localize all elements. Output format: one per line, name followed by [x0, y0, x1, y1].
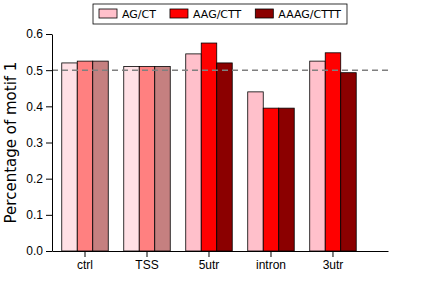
y-tick: 0.4	[26, 100, 52, 114]
x-tick-label: 3utr	[323, 258, 344, 272]
bar	[217, 63, 232, 251]
legend-item: AG/CT	[99, 8, 156, 21]
legend-item: AAAG/CTTT	[255, 8, 341, 21]
legend-swatch	[255, 9, 273, 18]
y-tick-label: 0.0	[26, 244, 43, 258]
y-tick-mark	[46, 143, 52, 144]
y-tick-label: 0.2	[26, 172, 43, 186]
bar	[279, 108, 294, 251]
y-tick-mark	[46, 34, 52, 35]
y-tick-label: 0.3	[26, 136, 43, 150]
x-tick: intron	[256, 251, 286, 272]
bar	[77, 61, 92, 251]
bar	[248, 92, 263, 251]
bar	[186, 54, 201, 251]
reference-line	[52, 69, 388, 71]
y-axis: 0.0 0.1 0.2 0.3 0.4 0.5 0.6	[26, 27, 52, 258]
x-tick: TSS	[135, 251, 158, 272]
bar	[310, 61, 325, 251]
bar	[155, 67, 170, 251]
x-tick-mark	[208, 251, 209, 257]
legend-frame	[93, 4, 347, 24]
legend-label: AAG/CTT	[193, 8, 242, 21]
x-axis: ctrl TSS 5utr intron 3utr	[53, 251, 389, 272]
legend-label: AG/CT	[122, 8, 156, 21]
y-tick-label: 0.5	[26, 64, 43, 78]
x-tick-label: ctrl	[77, 258, 93, 272]
legend-label: AAAG/CTTT	[278, 8, 341, 21]
x-tick: 3utr	[323, 251, 344, 272]
y-tick: 0.6	[26, 27, 52, 41]
x-tick-mark	[85, 251, 86, 257]
bar	[341, 73, 356, 251]
x-tick-mark	[270, 251, 271, 257]
y-tick-mark	[46, 251, 52, 252]
y-tick: 0.1	[26, 208, 52, 222]
y-tick: 0.5	[26, 64, 52, 78]
legend-item: AAG/CTT	[170, 8, 242, 21]
y-tick: 0.3	[26, 136, 52, 150]
chart: 0.0 0.1 0.2 0.3 0.4 0.5 0.6 ctrl TSS 5utr intron 3u…	[0, 0, 432, 288]
legend-swatch	[99, 9, 117, 18]
y-axis-line	[52, 35, 53, 252]
bar	[93, 61, 108, 251]
x-tick-mark	[147, 251, 148, 257]
x-tick: ctrl	[77, 251, 93, 272]
bar	[124, 67, 139, 251]
x-axis-line	[53, 251, 389, 252]
bar	[325, 53, 340, 251]
y-tick-label: 0.4	[26, 100, 43, 114]
y-tick-mark	[46, 215, 52, 216]
x-tick-label: 5utr	[199, 258, 220, 272]
bar	[62, 63, 77, 251]
y-tick-mark	[46, 70, 52, 71]
x-tick-label: intron	[256, 258, 286, 272]
legend: AG/CT AAG/CTT AAAG/CTTT	[93, 4, 347, 24]
y-tick: 0.2	[26, 172, 52, 186]
y-tick-mark	[46, 179, 52, 180]
bar	[263, 108, 278, 251]
plot-area	[52, 43, 388, 251]
y-tick-mark	[46, 106, 52, 107]
y-tick-label: 0.6	[26, 27, 43, 41]
x-tick-mark	[332, 251, 333, 257]
legend-swatch	[170, 9, 188, 18]
x-tick: 5utr	[199, 251, 220, 272]
x-tick-label: TSS	[135, 258, 158, 272]
bar	[139, 67, 154, 251]
bar	[201, 43, 216, 251]
y-axis-title: Percentage of motif 1	[2, 62, 20, 224]
y-tick-label: 0.1	[26, 208, 43, 222]
y-tick: 0.0	[26, 244, 52, 258]
